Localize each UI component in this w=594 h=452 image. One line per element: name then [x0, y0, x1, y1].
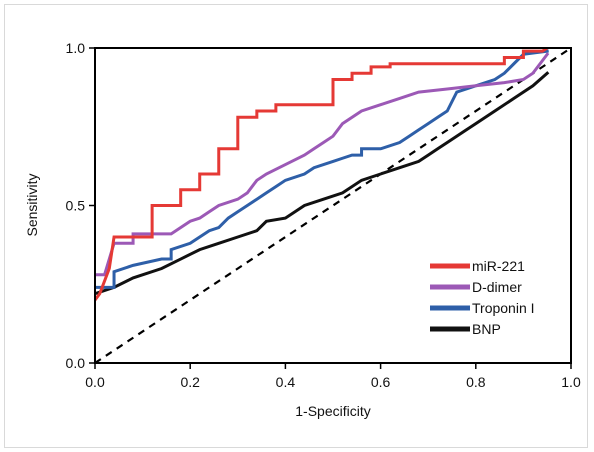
x-tick-label-0: 0.0 — [85, 374, 105, 390]
series-line-bnp — [95, 71, 550, 296]
series-line-troponin-i — [95, 49, 549, 289]
legend-label-troponin-i: Troponin I — [472, 300, 535, 316]
reference-diagonal-line — [95, 48, 571, 363]
x-axis-label: 1-Specificity — [295, 403, 370, 419]
y-tick-label-1: 0.5 — [66, 198, 86, 214]
legend-label-bnp: BNP — [472, 321, 501, 337]
series-line-mir-221 — [95, 48, 550, 303]
x-axis: 0.0 0.2 0.4 0.6 0.8 1.0 — [85, 363, 581, 390]
y-axis: 0.0 0.5 1.0 — [66, 40, 95, 371]
x-tick-label-4: 0.8 — [466, 374, 486, 390]
y-tick-label-2: 1.0 — [66, 40, 86, 56]
series-layer — [95, 48, 550, 303]
y-axis-label: Sensitivity — [24, 173, 40, 236]
chart-frame — [4, 4, 588, 448]
x-tick-label-3: 0.6 — [371, 374, 391, 390]
legend: miR-221 D-dimer Troponin I BNP — [430, 258, 535, 337]
legend-label-mir-221: miR-221 — [472, 258, 525, 274]
legend-label-d-dimer: D-dimer — [472, 279, 522, 295]
reference-line-layer — [95, 48, 571, 363]
x-tick-label-1: 0.2 — [180, 374, 200, 390]
y-tick-label-0: 0.0 — [66, 355, 86, 371]
series-line-d-dimer — [95, 52, 550, 277]
x-tick-label-2: 0.4 — [276, 374, 296, 390]
x-tick-label-5: 1.0 — [561, 374, 581, 390]
